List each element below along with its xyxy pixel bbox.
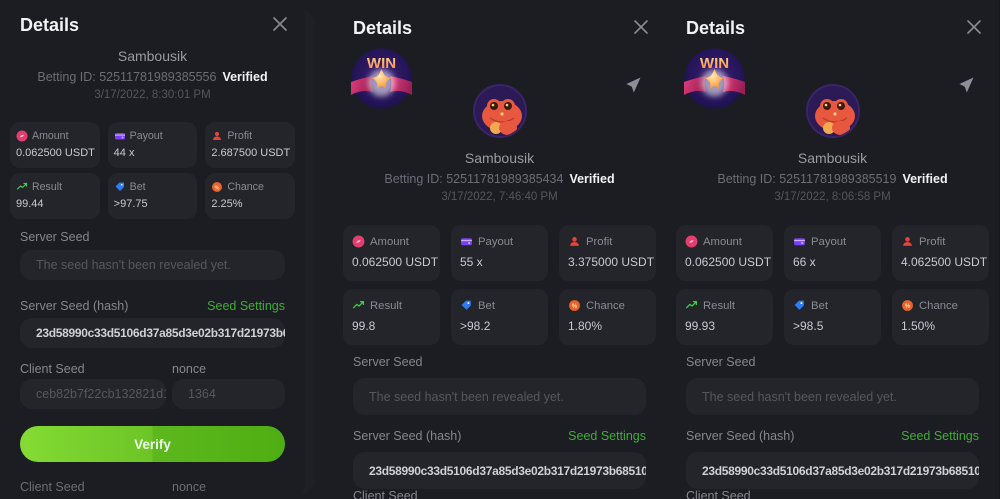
svg-text:%: % [572,304,578,310]
svg-text:%: % [905,304,911,310]
svg-text:%: % [215,185,220,191]
